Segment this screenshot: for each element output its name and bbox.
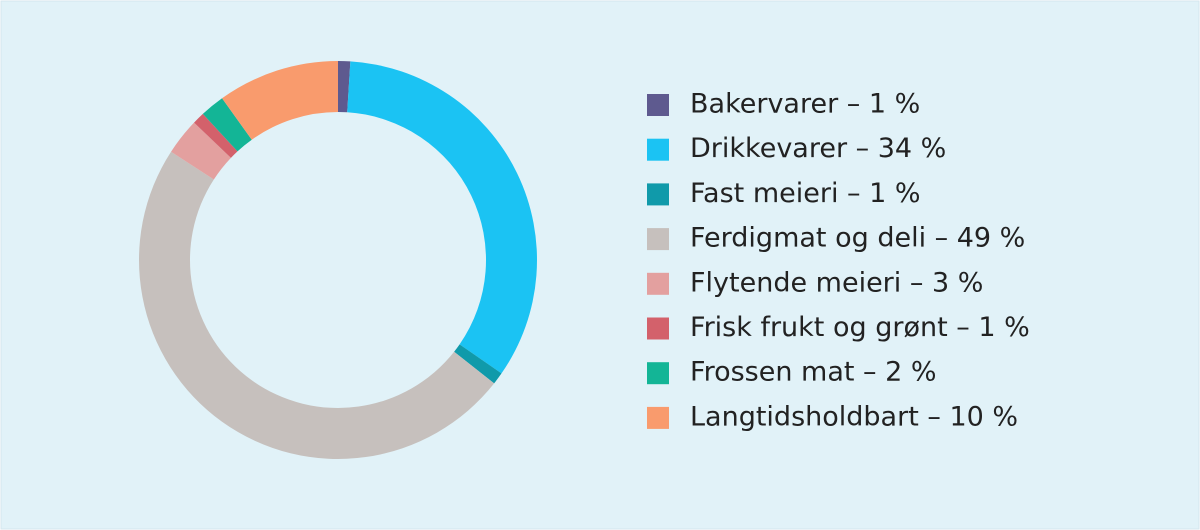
donut-segment <box>202 98 252 152</box>
donut-segment <box>222 60 338 140</box>
donut-segment <box>139 151 495 459</box>
legend-label: Ferdigmat og deli – 49 % <box>690 223 1025 254</box>
donut-segment <box>454 344 502 384</box>
donut-segment <box>194 113 238 158</box>
donut-segment <box>171 122 231 180</box>
legend-swatch <box>647 183 669 206</box>
legend-label: Drikkevarer – 34 % <box>690 133 946 164</box>
legend-label: Fast meieri – 1 % <box>690 178 921 209</box>
legend-label: Bakervarer – 1 % <box>690 89 920 120</box>
donut-segment <box>338 61 351 113</box>
legend-label: Langtidsholdbart – 10 % <box>690 401 1018 432</box>
legend-swatch <box>647 406 669 429</box>
legend-label: Frossen mat – 2 % <box>690 357 937 388</box>
legend-swatch <box>647 94 669 116</box>
legend-swatch <box>647 228 669 251</box>
donut-segment <box>347 61 537 374</box>
legend-swatch <box>647 272 669 295</box>
legend-label: Flytende meieri – 3 % <box>690 267 983 298</box>
legend-label: Frisk frukt og grønt – 1 % <box>690 312 1030 343</box>
legend-swatch <box>647 138 669 161</box>
legend-swatch <box>647 362 669 385</box>
legend-swatch <box>647 317 669 340</box>
